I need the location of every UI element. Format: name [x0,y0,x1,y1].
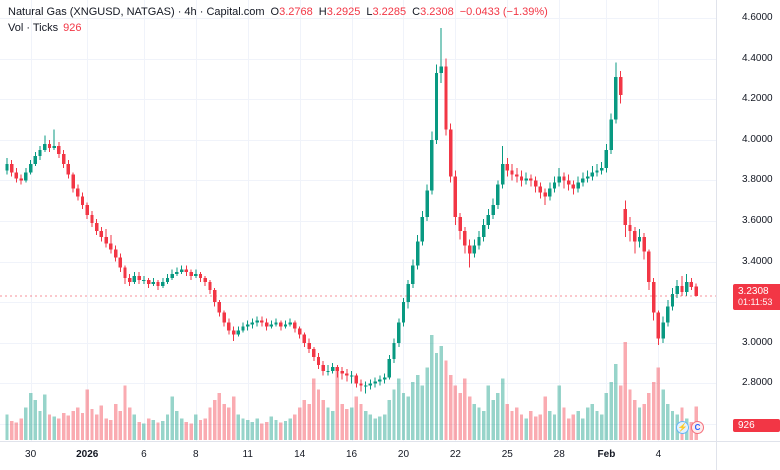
time-axis-label: Feb [597,449,616,460]
price-axis-label: 3.4000 [742,255,773,267]
open-label: O [270,6,280,18]
time-axis-label: 16 [345,449,358,460]
time-axis-label: 28 [553,449,565,460]
high-value: 3.2925 [326,6,361,18]
price-axis-border [716,0,717,470]
bar-countdown: 01:11:53 [738,296,773,307]
symbol-legend[interactable]: Natural Gas (XNGUSD, NATGAS) · 4h · Capi… [8,6,548,18]
time-axis-label: 6 [141,449,147,460]
time-axis-label: 22 [449,449,461,460]
volume-study-label: Vol · Ticks [8,22,59,34]
time-axis-label: 2026 [76,449,99,460]
price-axis-label: 2.8000 [742,377,773,389]
time-axis-label: 11 [242,449,253,460]
change-value: −0.0433 (−1.39%) [459,6,548,18]
price-axis-label: 3.6000 [742,215,773,226]
symbol-title: Natural Gas (XNGUSD, NATGAS) · 4h · Capi… [8,6,265,18]
time-axis-label: 30 [25,449,37,460]
low-value: 3.2285 [372,6,407,18]
time-axis-label: 4 [655,449,662,460]
time-axis-label: 25 [501,449,513,460]
volume-axis-badge: 926 [733,419,780,432]
volume-legend[interactable]: Vol · Ticks 926 [8,22,81,34]
close-value: 3.2308 [420,6,454,18]
low-label: L [366,6,373,18]
logo-glyph: C [694,423,701,432]
close-label: C [412,6,421,18]
time-axis-label: 20 [397,449,410,460]
open-value: 3.2768 [279,6,313,18]
quick-trade-lightning-icon[interactable]: ⚡ [676,421,689,434]
price-axis-label: 4.2000 [742,93,773,105]
price-axis-label: 3.8000 [742,174,773,186]
price-axis-label: 4.0000 [742,133,773,145]
time-axis-border [0,441,780,442]
price-axis-label: 4.4000 [742,52,773,64]
time-axis-label: 14 [294,449,306,460]
time-axis-label: 8 [193,449,199,460]
volume-study-value: 926 [63,22,82,34]
last-price-value: 3.2308 [738,285,769,297]
lightning-glyph: ⚡ [677,423,688,432]
capital-logo-icon[interactable]: C [691,421,704,434]
high-label: H [318,6,327,18]
price-axis-label: 4.6000 [742,12,773,23]
last-price-badge: 3.2308 01:11:53 [733,283,780,310]
price-axis-label: 3.0000 [742,336,773,348]
